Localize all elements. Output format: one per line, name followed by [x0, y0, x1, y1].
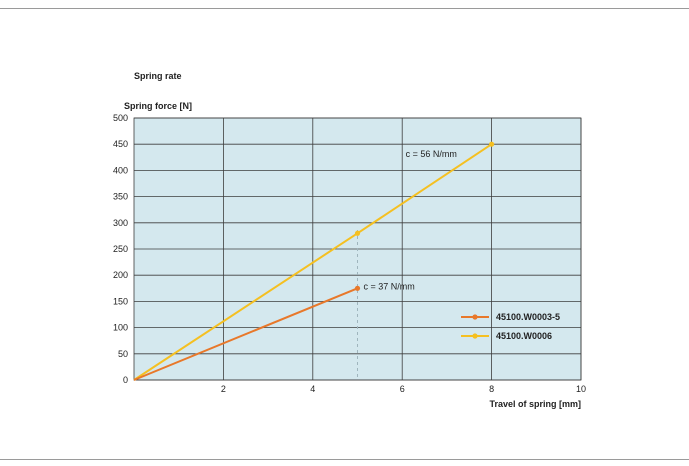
y-axis-label: Spring force [N]: [124, 101, 192, 111]
y-tick-label: 350: [113, 192, 128, 202]
y-tick-label: 200: [113, 270, 128, 280]
legend-swatch-marker: [472, 333, 478, 339]
series-annotation: c = 37 N/mm: [364, 281, 415, 291]
y-tick-label: 300: [113, 218, 128, 228]
x-tick-label: 10: [576, 384, 586, 394]
x-axis-label: Travel of spring [mm]: [489, 399, 581, 409]
y-tick-label: 100: [113, 323, 128, 333]
legend-swatch-marker: [472, 314, 478, 320]
series-point: [489, 141, 495, 147]
series-line: [133, 287, 358, 381]
chart-title: Spring rate: [134, 71, 182, 81]
y-tick-label: 50: [118, 349, 128, 359]
legend-label: 45100.W0003-5: [496, 312, 560, 322]
y-tick-label: 450: [113, 139, 128, 149]
y-tick-label: 500: [113, 113, 128, 123]
plot-frame: [133, 117, 582, 381]
x-tick-label: 8: [489, 384, 494, 394]
x-tick-label: 4: [310, 384, 315, 394]
series-annotation: c = 56 N/mm: [406, 149, 457, 159]
top-border-line: [0, 8, 689, 9]
y-tick-label: 400: [113, 165, 128, 175]
y-tick-label: 0: [123, 375, 128, 385]
series-point: [354, 285, 361, 291]
y-tick-label: 150: [113, 296, 128, 306]
bottom-border-line: [0, 459, 689, 460]
legend-label: 45100.W0006: [496, 331, 552, 341]
series-point: [354, 230, 361, 236]
x-tick-label: 2: [221, 384, 226, 394]
y-tick-label: 250: [113, 244, 128, 254]
x-tick-label: 6: [400, 384, 405, 394]
plot-area: 0 50 100 150 200 250 300 350 400 450 500 2 4 6 8 10 c = …: [113, 113, 586, 394]
